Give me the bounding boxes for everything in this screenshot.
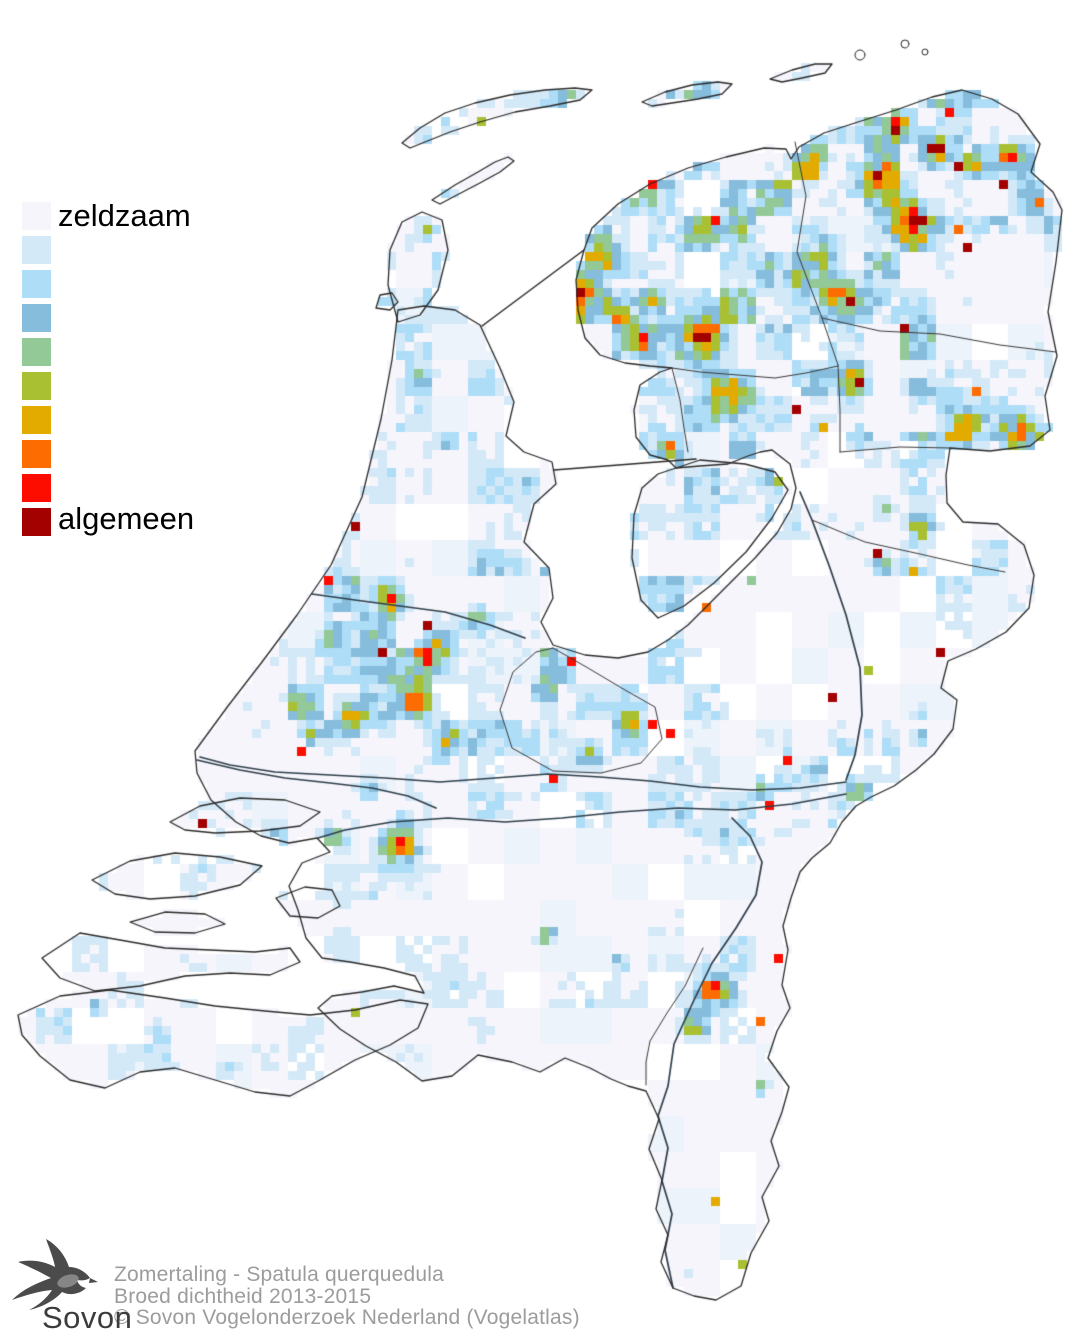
map-caption: Zomertaling - Spatula querquedula Broed …	[114, 1264, 580, 1329]
caption-subject-line: Broed dichtheid 2013-2015	[114, 1284, 372, 1308]
sovon-logo-text: Sovon	[42, 1300, 133, 1335]
sovon-swallow-icon	[12, 1239, 98, 1310]
sovon-logo: Sovon	[6, 1236, 136, 1336]
caption-species-line: Zomertaling - Spatula querquedula	[114, 1263, 444, 1286]
caption-copyright-line: © Sovon Vogelonderzoek Nederland (Vogela…	[114, 1306, 580, 1330]
